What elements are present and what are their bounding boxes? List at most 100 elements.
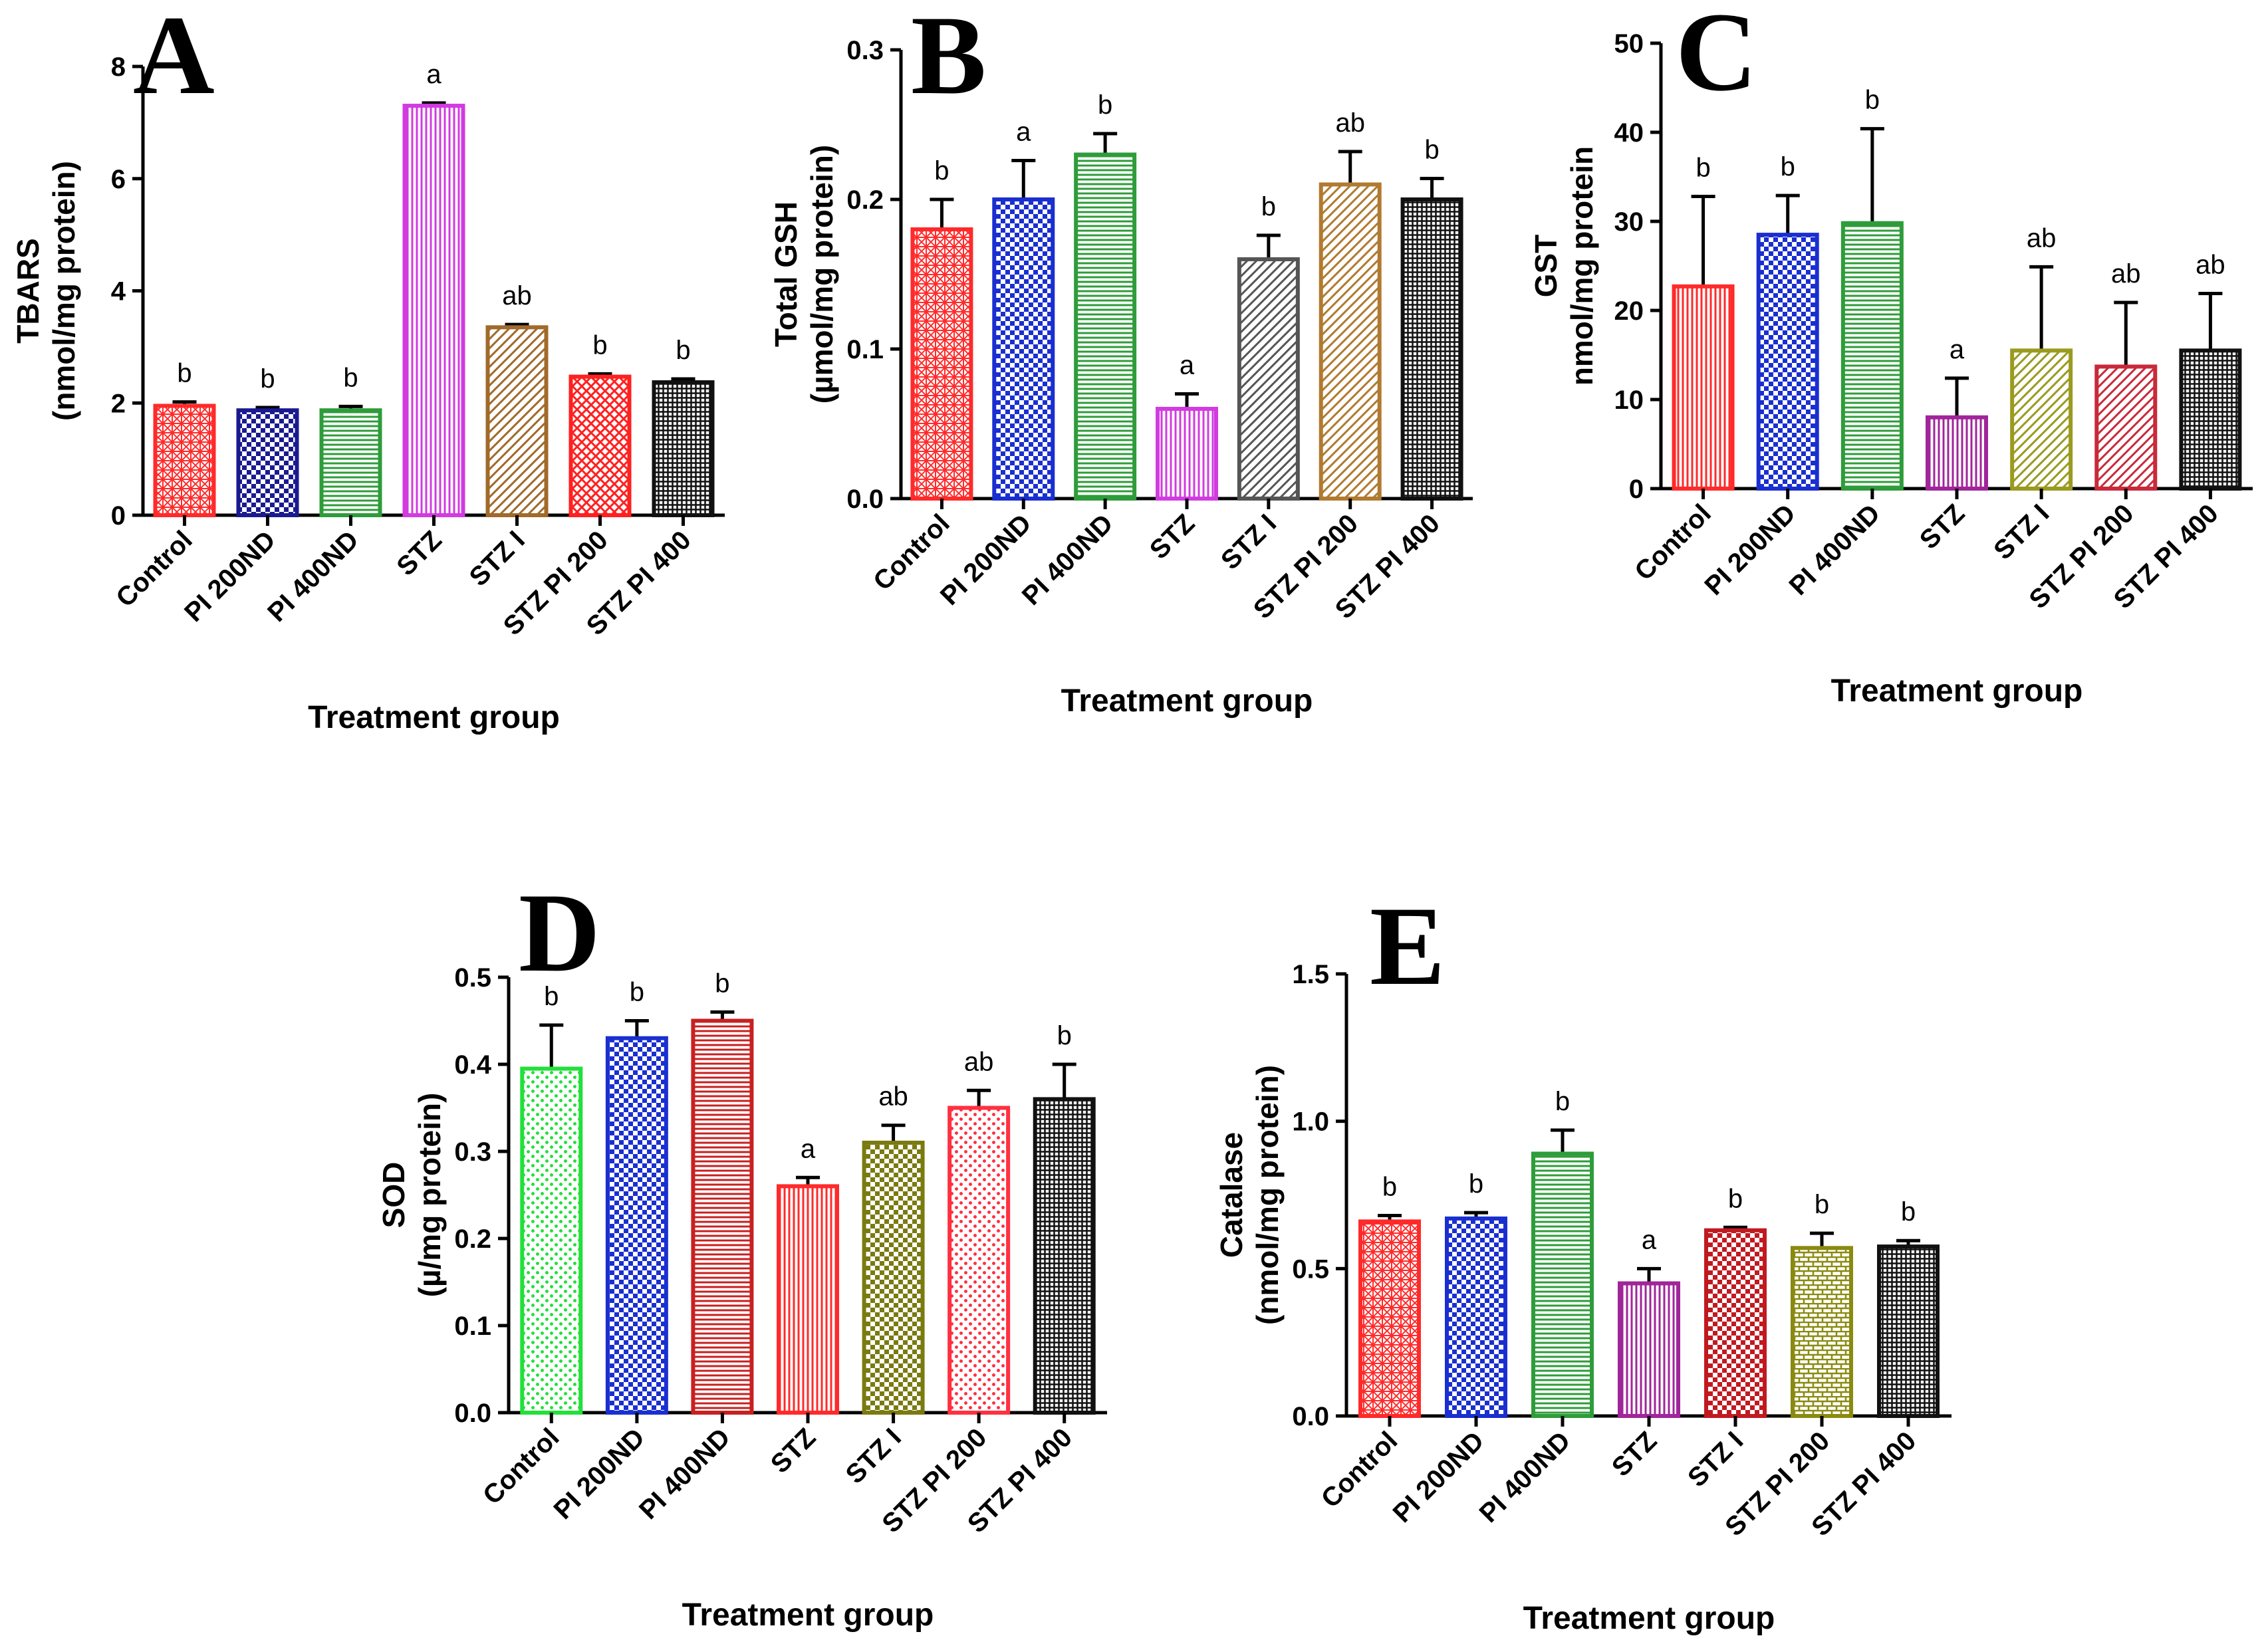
bar-pi-200nd [1756, 233, 1819, 491]
significance-label: a [1180, 351, 1195, 380]
x-tick-label: PI 400ND [1474, 1426, 1576, 1528]
x-axis-title: Treatment group [1831, 673, 2083, 709]
y-tick-label: 1.5 [1292, 960, 1329, 989]
y-tick-label: 0.2 [846, 185, 884, 215]
y-tick-label: 0.3 [454, 1137, 491, 1167]
significance-label: a [426, 60, 441, 89]
significance-label: b [343, 363, 358, 392]
y-axis-title: GST [1529, 235, 1563, 298]
bar-pi-400nd [1531, 1151, 1594, 1419]
significance-label: ab [1335, 108, 1365, 138]
x-tick-label: STZ I [840, 1423, 907, 1489]
significance-label: a [1642, 1225, 1657, 1254]
significance-label: b [1469, 1169, 1483, 1199]
bar-control [153, 404, 216, 517]
x-axis-title: Treatment group [1523, 1601, 1775, 1636]
y-axis-title: nmol/mg protein [1565, 146, 1599, 386]
significance-label: b [1555, 1087, 1570, 1116]
significance-label: b [592, 330, 607, 360]
bar-pi-200nd [1445, 1216, 1507, 1418]
significance-label: b [260, 364, 275, 394]
significance-label: a [1950, 335, 1965, 364]
bar-stz-pi-400 [1877, 1244, 1940, 1419]
significance-label: ab [878, 1082, 908, 1112]
x-tick-label: Control [1629, 499, 1717, 586]
bar-control [910, 227, 973, 501]
bar-pi-200nd [992, 197, 1055, 501]
y-tick-label: 0.1 [454, 1312, 491, 1341]
bar-stz-pi-200 [947, 1106, 1011, 1415]
significance-label: ab [2027, 223, 2057, 253]
x-tick-label: Control [1316, 1426, 1404, 1514]
chart-panel-d: D 0.0 0.1 0.2 0.3 0.4 0.5 SOD (µ/mg protein) b Con… [376, 870, 1107, 1633]
significance-label: b [177, 359, 191, 388]
bar-stz-pi-400 [1033, 1097, 1096, 1415]
x-tick-label: STZ [765, 1423, 822, 1479]
x-tick-label: PI 400ND [1017, 509, 1119, 611]
panel-letter: A [133, 0, 215, 118]
bar-pi-400nd [1074, 152, 1137, 501]
significance-label: b [1057, 1021, 1072, 1050]
y-tick-label: 0.1 [846, 335, 884, 364]
x-tick-label: PI 400ND [634, 1423, 736, 1525]
chart-panel-c: C 0 10 20 30 40 50 GST nmol/mg protein b Control b P… [1529, 0, 2253, 709]
bar-pi-400nd [319, 408, 382, 517]
significance-label: b [715, 969, 729, 998]
bar-stz-i [1237, 257, 1300, 501]
bar-stz-pi-400 [652, 380, 715, 517]
significance-label: a [1016, 118, 1031, 147]
significance-label: b [1424, 136, 1439, 165]
x-tick-label: STZ I [464, 525, 531, 592]
bar-stz-i [485, 325, 549, 517]
y-tick-label: 0.0 [454, 1399, 491, 1428]
y-tick-label: 50 [1614, 29, 1644, 59]
significance-label: b [1865, 86, 1880, 115]
x-tick-label: STZ I [1682, 1426, 1749, 1492]
y-axis-title: (µmol/mg protein) [805, 145, 839, 404]
y-tick-label: 0.5 [1292, 1254, 1329, 1284]
bar-stz-pi-400 [2179, 348, 2242, 491]
x-tick-label: PI 400ND [262, 525, 364, 628]
x-tick-label: STZ [1144, 509, 1201, 565]
significance-label: ab [502, 281, 532, 310]
x-axis-title: Treatment group [308, 700, 560, 735]
bar-control [1358, 1219, 1421, 1419]
bar-stz-pi-200 [568, 374, 632, 517]
panel-letter: C [1676, 0, 1757, 114]
bar-pi-400nd [691, 1018, 754, 1415]
x-tick-label: STZ I [1988, 499, 2055, 565]
y-tick-label: 0.5 [454, 963, 491, 993]
significance-label: b [1261, 192, 1276, 221]
x-tick-label: PI 200ND [548, 1423, 650, 1525]
bar-stz-i [1704, 1228, 1767, 1418]
significance-label: b [934, 156, 949, 185]
panel-letter: B [911, 0, 986, 118]
x-tick-label: PI 200ND [179, 525, 281, 628]
y-tick-label: 40 [1614, 118, 1644, 148]
x-tick-label: STZ [391, 525, 447, 582]
significance-label: a [801, 1134, 816, 1163]
y-tick-label: 6 [111, 165, 126, 194]
bar-control [1672, 284, 1735, 491]
x-tick-label: STZ I [1215, 509, 1282, 575]
significance-label: b [544, 982, 559, 1011]
y-tick-label: 0.0 [1292, 1402, 1329, 1431]
y-axis-title: (nmol/mg protein) [1250, 1065, 1285, 1325]
significance-label: ab [2111, 259, 2141, 289]
chart-panel-b: B 0.0 0.1 0.2 0.3 Total GSH (µmol/mg protein) b… [769, 0, 1473, 719]
significance-label: b [676, 336, 690, 365]
bar-stz [777, 1184, 839, 1415]
x-tick-label: PI 400ND [1783, 499, 1886, 601]
y-axis-title: (µ/mg protein) [412, 1093, 447, 1298]
bar-pi-400nd [1840, 221, 1904, 491]
y-tick-label: 4 [111, 277, 126, 306]
bar-stz-i [2010, 348, 2073, 491]
x-tick-label: Control [477, 1423, 565, 1510]
bar-pi-200nd [236, 408, 299, 517]
x-axis-title: Treatment group [682, 1597, 934, 1633]
significance-label: b [1098, 90, 1112, 120]
y-tick-label: 30 [1614, 207, 1644, 237]
bar-stz-i [862, 1140, 925, 1415]
y-axis-title: Catalase [1214, 1132, 1249, 1258]
